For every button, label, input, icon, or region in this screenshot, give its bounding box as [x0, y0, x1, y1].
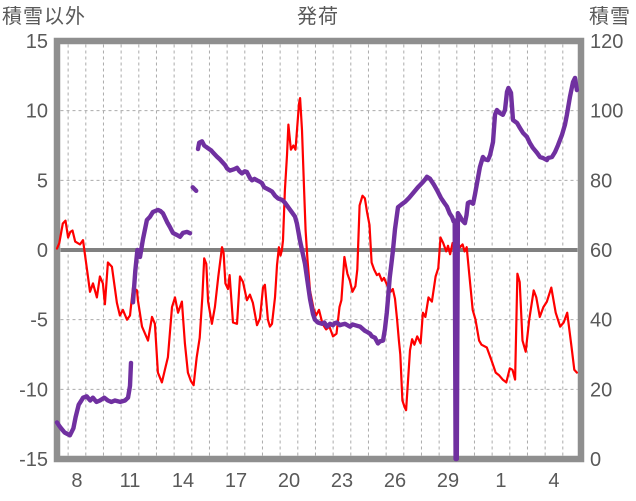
svg-text:20: 20 — [590, 379, 612, 401]
svg-text:40: 40 — [590, 310, 612, 332]
svg-text:120: 120 — [590, 31, 623, 53]
right-axis-tick-labels: 120 100 80 60 40 20 0 — [590, 31, 623, 471]
left-axis-tick-labels: 15 10 5 0 -5 -10 -15 — [19, 31, 48, 471]
svg-text:5: 5 — [37, 170, 48, 192]
svg-text:4: 4 — [548, 470, 559, 492]
svg-text:17: 17 — [225, 470, 247, 492]
svg-text:8: 8 — [71, 470, 82, 492]
svg-text:-10: -10 — [19, 379, 48, 401]
svg-text:14: 14 — [172, 470, 194, 492]
svg-text:0: 0 — [37, 240, 48, 262]
series-line-snow — [54, 75, 580, 462]
svg-text:1: 1 — [495, 470, 506, 492]
right-axis-title: 積雪 — [589, 6, 631, 28]
svg-text:-15: -15 — [19, 449, 48, 471]
chart-title: 発荷 — [297, 6, 339, 28]
grid-horizontal-lines — [60, 110, 578, 390]
svg-text:15: 15 — [26, 31, 48, 53]
svg-text:20: 20 — [278, 470, 300, 492]
svg-text:-5: -5 — [30, 310, 48, 332]
svg-text:11: 11 — [120, 470, 141, 492]
chart-border — [53, 37, 585, 463]
x-axis-tick-labels: 8 11 14 17 20 23 26 29 1 4 — [71, 470, 559, 492]
svg-text:60: 60 — [590, 240, 612, 262]
svg-text:0: 0 — [590, 449, 601, 471]
svg-text:10: 10 — [26, 101, 48, 123]
svg-text:100: 100 — [590, 101, 623, 123]
svg-text:26: 26 — [384, 470, 406, 492]
svg-text:23: 23 — [331, 470, 353, 492]
svg-text:80: 80 — [590, 170, 612, 192]
svg-text:29: 29 — [437, 470, 459, 492]
left-axis-title: 積雪以外 — [2, 6, 86, 28]
